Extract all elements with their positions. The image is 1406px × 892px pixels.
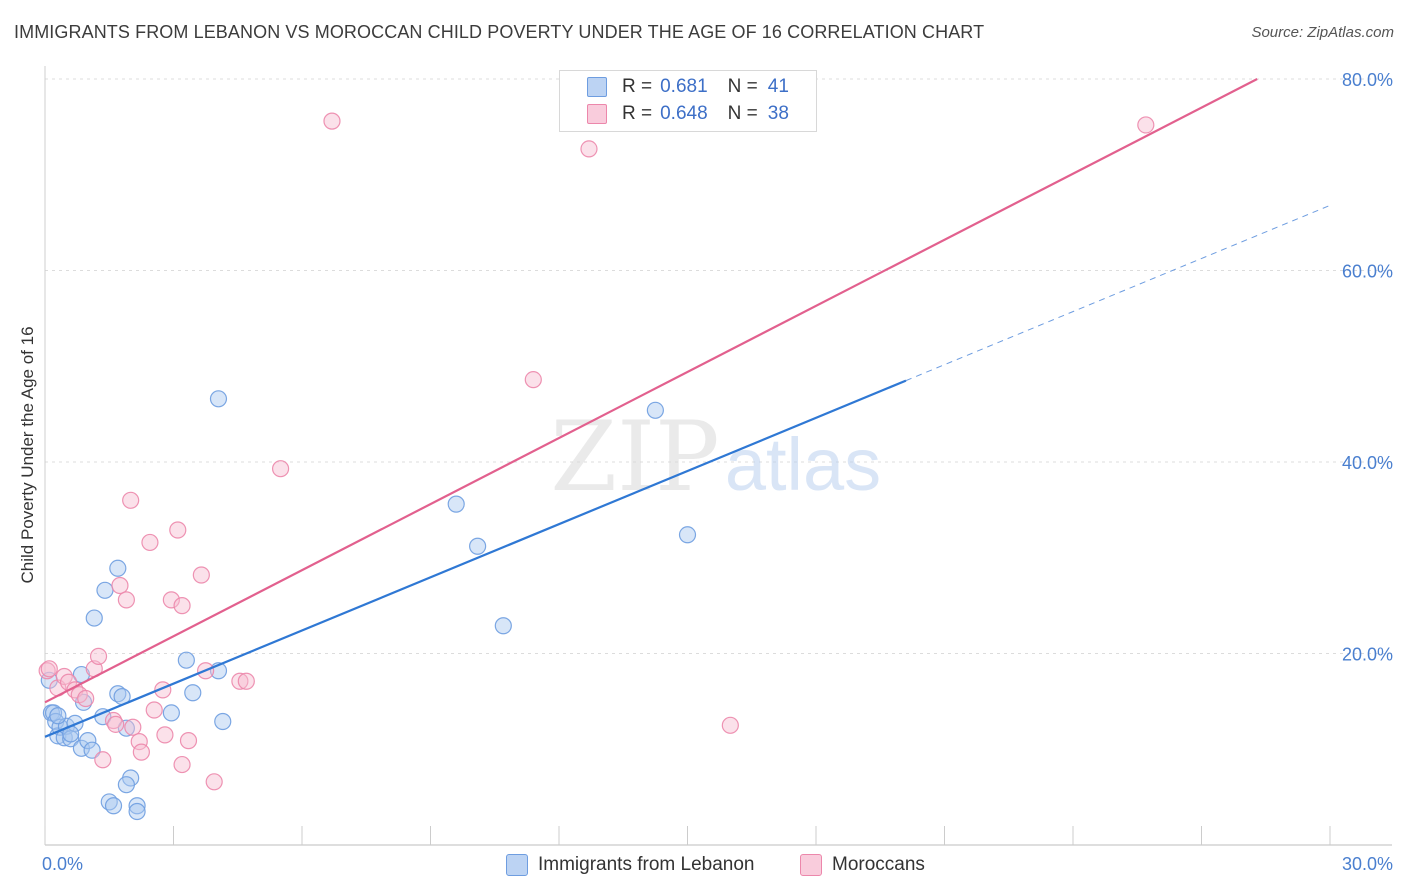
x-tick-label: 30.0%	[1342, 854, 1393, 874]
point-lebanon	[117, 776, 135, 794]
point-lebanon	[214, 712, 232, 731]
point-lebanon	[678, 526, 697, 544]
point-moroccan	[122, 491, 140, 509]
point-lebanon	[117, 719, 135, 737]
y-tick-label: 40.0%	[1342, 453, 1393, 473]
tick-labels: 20.0% 40.0% 60.0% 80.0% 0.0% 30.0%	[42, 70, 1393, 874]
legend-item-moroccans[interactable]: Moroccans	[800, 852, 925, 878]
point-lebanon	[184, 684, 202, 702]
legend-r-value: 0.681	[660, 76, 708, 97]
series-legend: Immigrants from Lebanon Moroccans	[0, 852, 1406, 878]
legend-r-label: R =	[622, 103, 653, 124]
watermark-zip: ZIP	[550, 401, 719, 513]
legend-swatch-blue	[506, 854, 528, 876]
point-moroccan	[141, 533, 159, 552]
legend-swatch-pink	[587, 104, 607, 124]
point-moroccan	[132, 743, 150, 761]
point-lebanon	[109, 559, 127, 577]
legend-label-moroccans: Moroccans	[832, 854, 925, 875]
point-lebanon	[447, 495, 465, 513]
point-lebanon	[209, 390, 228, 408]
point-moroccan	[231, 672, 249, 690]
watermark: ZIP atlas	[550, 401, 881, 513]
point-moroccan	[111, 576, 129, 595]
legend-swatch-pink	[800, 854, 822, 876]
axes	[44, 66, 1392, 846]
point-lebanon	[162, 704, 180, 722]
point-moroccan	[117, 591, 135, 609]
point-lebanon	[79, 732, 97, 750]
legend-swatch-blue	[587, 77, 607, 97]
point-moroccan	[205, 773, 223, 791]
trend-lines	[44, 78, 1331, 738]
trend-line-lebanon	[44, 379, 907, 738]
legend-r-label: R =	[622, 76, 653, 97]
point-moroccan	[721, 716, 739, 734]
point-lebanon	[83, 741, 101, 759]
correlation-legend: R = 0.681 N = 41 R = 0.648 N = 38	[559, 70, 817, 132]
point-moroccan	[271, 460, 290, 478]
trend-line-moroccans	[44, 78, 1258, 704]
point-moroccan	[192, 566, 210, 584]
legend-row-moroccans: R = 0.648 N = 38	[587, 102, 789, 126]
legend-row-lebanon: R = 0.681 N = 41	[587, 75, 789, 99]
point-moroccan	[173, 755, 191, 774]
legend-item-lebanon[interactable]: Immigrants from Lebanon	[506, 852, 755, 878]
legend-r-value: 0.648	[660, 103, 708, 124]
legend-n-value: 38	[767, 103, 789, 124]
point-moroccan	[40, 660, 58, 678]
point-lebanon	[469, 537, 487, 555]
point-moroccan	[524, 371, 542, 389]
legend-n-label: N =	[727, 103, 758, 124]
point-moroccan	[145, 701, 163, 719]
point-lebanon	[646, 401, 664, 419]
x-tick-label: 0.0%	[42, 854, 83, 874]
trend-line-lebanon-extension	[905, 204, 1331, 382]
point-lebanon	[85, 609, 103, 627]
point-moroccan	[323, 112, 341, 130]
point-moroccan	[130, 732, 148, 751]
point-lebanon	[104, 797, 123, 815]
point-moroccan	[179, 732, 198, 750]
point-lebanon	[494, 617, 512, 635]
legend-label-lebanon: Immigrants from Lebanon	[538, 854, 755, 875]
point-lebanon	[128, 802, 146, 821]
point-moroccan	[162, 591, 180, 609]
source-credit: Source: ZipAtlas.com	[1251, 24, 1394, 41]
y-tick-label: 60.0%	[1342, 262, 1393, 282]
gridlines	[45, 78, 1392, 654]
point-lebanon	[128, 797, 146, 815]
point-moroccan	[156, 726, 174, 744]
watermark-atlas: atlas	[725, 423, 881, 506]
point-moroccan	[169, 521, 187, 539]
y-tick-label: 80.0%	[1342, 70, 1393, 90]
point-moroccan	[89, 647, 108, 665]
point-lebanon	[49, 707, 67, 725]
point-moroccan	[124, 718, 142, 736]
point-moroccan	[237, 672, 255, 690]
legend-n-value: 41	[767, 76, 789, 97]
legend-n-label: N =	[727, 76, 758, 97]
point-lebanon	[177, 651, 195, 669]
point-moroccan	[1137, 116, 1155, 134]
data-points	[38, 112, 1155, 821]
point-moroccan	[580, 140, 598, 158]
point-moroccan	[94, 751, 112, 769]
y-tick-label: 20.0%	[1342, 645, 1393, 665]
point-lebanon	[96, 581, 114, 599]
chart-title: IMMIGRANTS FROM LEBANON VS MOROCCAN CHIL…	[14, 22, 985, 42]
point-moroccan	[77, 689, 95, 708]
point-moroccan	[173, 597, 191, 615]
point-moroccan	[107, 715, 125, 733]
